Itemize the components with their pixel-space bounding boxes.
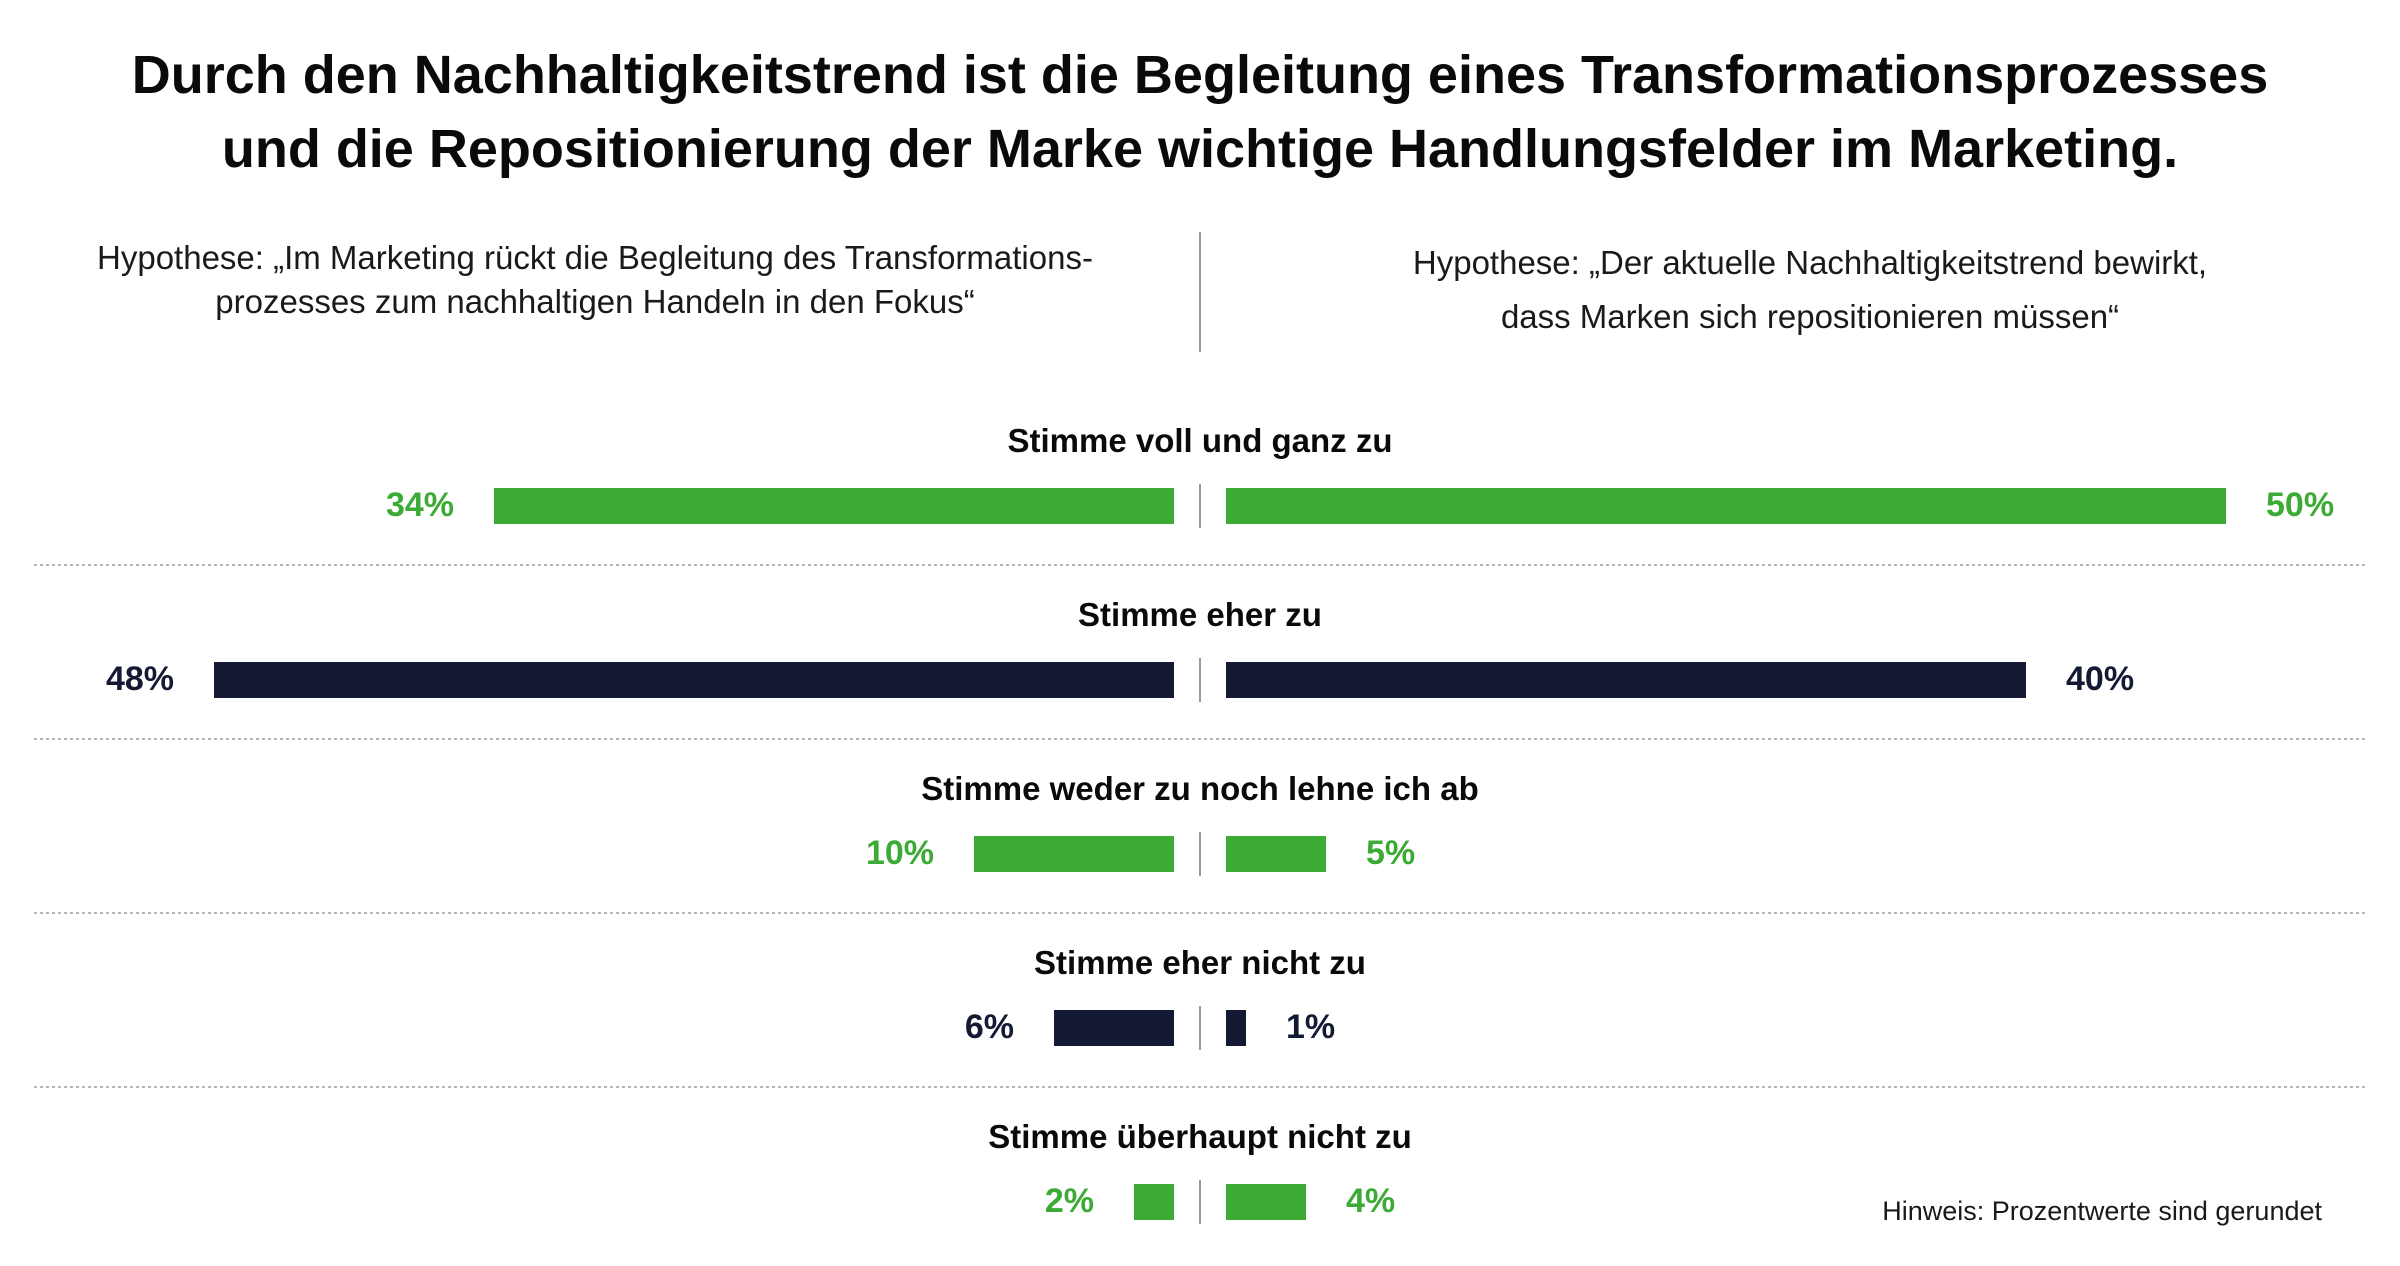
value-label-left-4: 2% xyxy=(1045,1182,1094,1220)
hypothesis-right-line-2: dass Marken sich repositionieren müssen“ xyxy=(1500,298,2120,335)
hypothesis-right: Hypothese: „Der aktuelle Nachhaltigkeits… xyxy=(1245,236,2375,344)
chart-title-line-2: und die Repositionierung der Marke wicht… xyxy=(221,119,2179,179)
bar-right-3 xyxy=(1226,1010,1246,1046)
hypothesis-left-line-2: prozesses zum nachhaltigen Handeln in de… xyxy=(215,283,975,320)
center-tick xyxy=(1199,1006,1201,1050)
chart-title: Durch den Nachhaltigkeitstrend ist die B… xyxy=(0,38,2400,186)
value-label-right-1: 40% xyxy=(2066,660,2134,698)
value-label-left-1: 48% xyxy=(106,660,174,698)
center-tick xyxy=(1199,1180,1201,1224)
bar-right-0 xyxy=(1226,488,2226,524)
value-label-right-0: 50% xyxy=(2266,486,2334,524)
value-label-left-2: 10% xyxy=(866,834,934,872)
category-label: Stimme überhaupt nicht zu xyxy=(988,1118,1412,1155)
rounding-note: Hinweis: Prozentwerte sind gerundet xyxy=(1882,1196,2322,1226)
bar-left-0 xyxy=(494,488,1174,524)
value-label-left-3: 6% xyxy=(965,1008,1014,1046)
bar-left-4 xyxy=(1134,1184,1174,1220)
center-tick xyxy=(1199,484,1201,528)
center-tick xyxy=(1199,658,1201,702)
bar-left-2 xyxy=(974,836,1174,872)
value-label-right-3: 1% xyxy=(1286,1008,1335,1046)
category-label: Stimme weder zu noch lehne ich ab xyxy=(921,770,1478,807)
hypothesis-left: Hypothese: „Im Marketing rückt die Begle… xyxy=(30,236,1160,324)
bar-left-3 xyxy=(1054,1010,1174,1046)
value-label-left-0: 34% xyxy=(386,486,454,524)
category-label: Stimme eher zu xyxy=(1078,596,1322,633)
hypothesis-left-line-1: Hypothese: „Im Marketing rückt die Begle… xyxy=(97,239,1093,276)
value-label-right-4: 4% xyxy=(1346,1182,1395,1220)
value-label-right-2: 5% xyxy=(1366,834,1415,872)
bar-right-2 xyxy=(1226,836,1326,872)
bar-right-4 xyxy=(1226,1184,1306,1220)
category-label: Stimme voll und ganz zu xyxy=(1007,422,1392,459)
bar-left-1 xyxy=(214,662,1174,698)
hypothesis-right-line-1: Hypothese: „Der aktuelle Nachhaltigkeits… xyxy=(1412,244,2208,281)
hypothesis-divider xyxy=(1199,232,1201,352)
chart-title-line-1: Durch den Nachhaltigkeitstrend ist die B… xyxy=(131,45,2269,105)
category-label: Stimme eher nicht zu xyxy=(1034,944,1366,981)
center-tick xyxy=(1199,832,1201,876)
bar-right-1 xyxy=(1226,662,2026,698)
